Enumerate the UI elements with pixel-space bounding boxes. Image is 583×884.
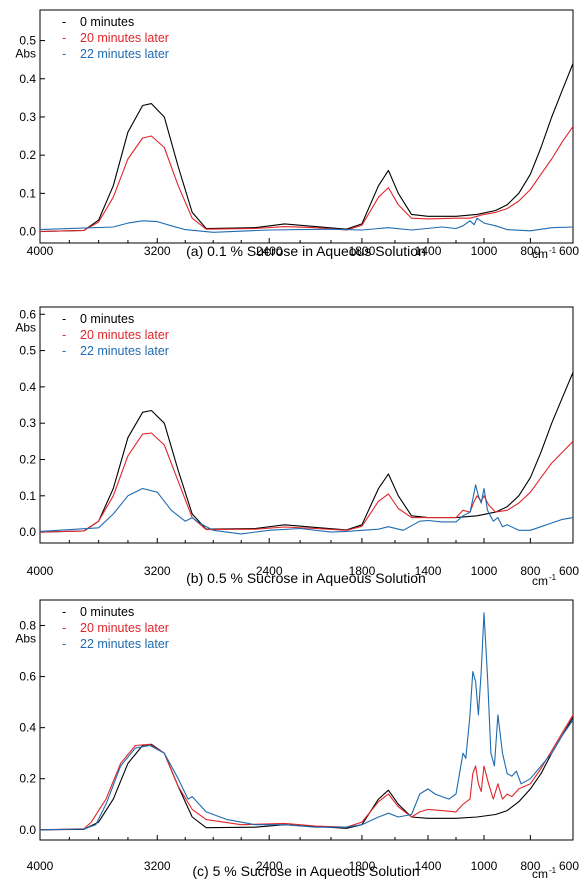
x-tick-label: 1000 [471, 564, 498, 578]
x-unit-superscript: -1 [549, 573, 557, 582]
y-tick-label: 0.3 [19, 110, 36, 124]
y-tick-label: 0.5 [19, 344, 36, 358]
x-unit-superscript: -1 [549, 866, 557, 875]
series-line-1 [40, 63, 573, 233]
x-tick-label: 1000 [471, 244, 498, 258]
y-tick-label: 0.1 [19, 489, 36, 503]
panel-caption: (a) 0.1 % Sucrose in Aqueous Solution [186, 243, 426, 259]
panel-caption: (b) 0.5 % Sucrose in Aqueous Solution [186, 570, 426, 586]
x-tick-label: 1400 [415, 564, 442, 578]
legend-marker: - [62, 621, 66, 635]
x-tick-label: 600 [559, 244, 579, 258]
x-unit-superscript: -1 [549, 246, 557, 255]
y-tick-label: 0.0 [19, 823, 36, 837]
x-unit-label: cm [532, 247, 548, 261]
y-tick-label: 0.5 [19, 34, 36, 48]
legend-entry: 20 minutes later [80, 328, 169, 342]
y-axis-label: Abs [15, 320, 36, 334]
legend-entry: 0 minutes [80, 605, 134, 619]
legend-marker: - [62, 15, 66, 29]
y-tick-label: 0.6 [19, 307, 36, 321]
y-tick-label: 0.2 [19, 452, 36, 466]
x-tick-label: 3200 [144, 564, 171, 578]
legend-marker: - [62, 637, 66, 651]
series-line-2 [40, 714, 573, 831]
y-tick-label: 0.4 [19, 72, 36, 86]
legend-entry: 0 minutes [80, 15, 134, 29]
legend-marker: - [62, 344, 66, 358]
legend-entry: 22 minutes later [80, 47, 169, 61]
legend-marker: - [62, 605, 66, 619]
y-tick-label: 0.1 [19, 186, 36, 200]
x-tick-label: 2400 [256, 564, 283, 578]
series-line-2 [40, 432, 573, 533]
x-tick-label: 800 [520, 564, 540, 578]
x-tick-label: 2400 [256, 859, 283, 873]
x-tick-label: 1800 [349, 244, 376, 258]
legend-entry: 22 minutes later [80, 637, 169, 651]
x-tick-label: 1400 [415, 244, 442, 258]
series-line-2 [40, 126, 573, 233]
legend-entry: 0 minutes [80, 312, 134, 326]
x-unit-label: cm [532, 574, 548, 588]
x-tick-label: 1000 [471, 859, 498, 873]
plot-frame [39, 599, 574, 841]
legend-marker: - [62, 328, 66, 342]
legend-marker: - [62, 31, 66, 45]
legend-entry: 20 minutes later [80, 31, 169, 45]
y-tick-label: 0.4 [19, 380, 36, 394]
x-tick-label: 600 [559, 859, 579, 873]
x-tick-label: 1400 [415, 859, 442, 873]
legend-marker: - [62, 312, 66, 326]
panel-caption: (c) 5 % Sucrose in Aqueous Solution [192, 863, 419, 879]
series-line-1 [40, 372, 573, 533]
x-tick-label: 1800 [349, 859, 376, 873]
legend-entry: 20 minutes later [80, 621, 169, 635]
series-line-3 [40, 612, 573, 831]
y-tick-label: 0.0 [19, 225, 36, 239]
y-tick-label: 0.3 [19, 416, 36, 430]
y-tick-label: 0.2 [19, 772, 36, 786]
x-tick-label: 800 [520, 244, 540, 258]
x-unit-label: cm [532, 867, 548, 881]
series-line-1 [40, 717, 573, 831]
series-line-3 [40, 484, 573, 535]
y-tick-label: 0.8 [19, 619, 36, 633]
x-tick-label: 800 [520, 859, 540, 873]
y-tick-label: 0.2 [19, 148, 36, 162]
x-tick-label: 4000 [27, 859, 54, 873]
series-line-3 [40, 217, 573, 233]
x-tick-label: 2400 [256, 244, 283, 258]
y-tick-label: 0.0 [19, 525, 36, 539]
y-axis-label: Abs [15, 632, 36, 646]
y-tick-label: 0.6 [19, 670, 36, 684]
plot-frame [39, 306, 574, 544]
x-tick-label: 3200 [144, 859, 171, 873]
x-tick-label: 4000 [27, 564, 54, 578]
y-axis-label: Abs [15, 47, 36, 61]
x-tick-label: 600 [559, 564, 579, 578]
y-tick-label: 0.4 [19, 721, 36, 735]
x-tick-label: 3200 [144, 244, 171, 258]
legend-entry: 22 minutes later [80, 344, 169, 358]
legend-marker: - [62, 47, 66, 61]
x-tick-label: 1800 [349, 564, 376, 578]
x-tick-label: 4000 [27, 244, 54, 258]
